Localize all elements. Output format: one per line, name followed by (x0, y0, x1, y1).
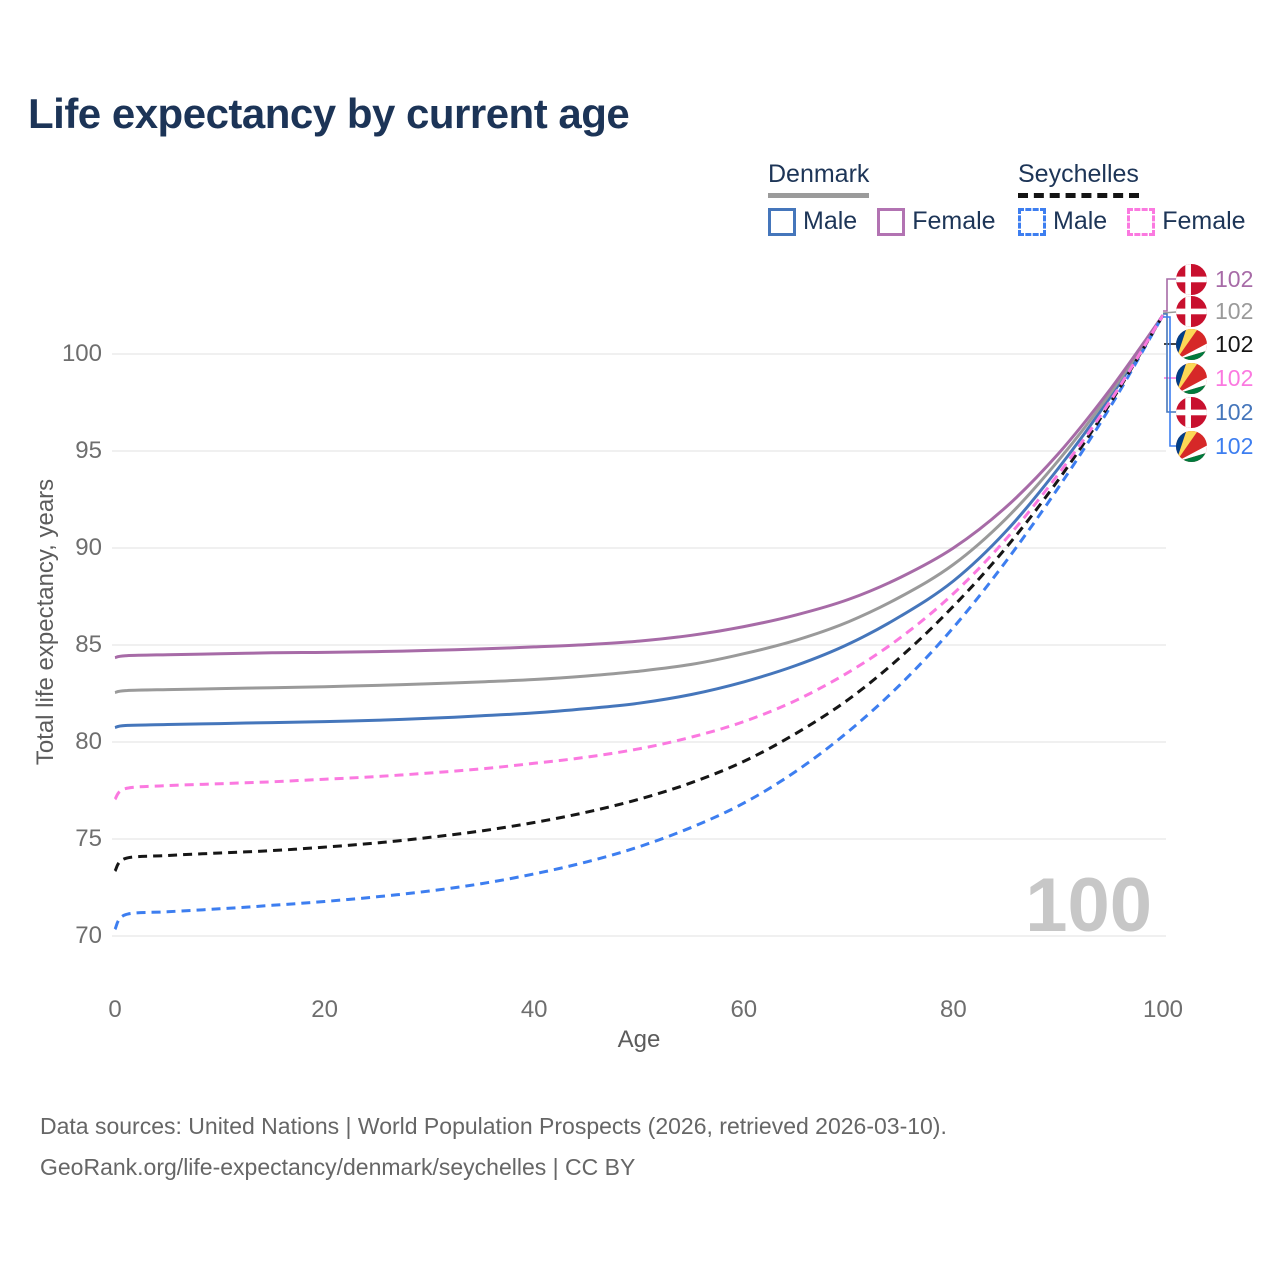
end-label-row-denmark-male: 102 (1176, 396, 1253, 428)
end-label-value-seychelles-total: 102 (1215, 330, 1254, 357)
page-title: Life expectancy by current age (28, 90, 630, 137)
line-denmark-male[interactable] (114, 314, 1165, 729)
y-tick-label-80: 80 (75, 728, 102, 755)
end-label-value-seychelles-female: 102 (1215, 364, 1254, 391)
x-tick-label-20: 20 (311, 996, 338, 1023)
line-seychelles-male[interactable] (113, 314, 1165, 931)
line-seychelles-female[interactable] (113, 314, 1165, 801)
line-seychelles-total[interactable] (113, 314, 1165, 872)
legend-label-seychelles-male: Male (1053, 207, 1108, 235)
x-tick-label-100: 100 (1142, 996, 1184, 1023)
x-tick-label-40: 40 (520, 996, 548, 1023)
y-tick-label-95: 95 (75, 437, 102, 464)
chart-canvas (112, 278, 1177, 937)
seychelles-male-swatch-icon (1018, 207, 1046, 236)
denmark-flag-icon (1176, 295, 1207, 327)
y-tick-label-75: 75 (75, 825, 102, 852)
denmark-flag-icon (1176, 396, 1207, 428)
footer-attribution-link: GeoRank.org/life-expectancy/denmark/seyc… (40, 1153, 636, 1180)
denmark-female-swatch-icon (877, 207, 906, 236)
end-label-row-seychelles-female: 102 (1176, 362, 1253, 394)
x-tick-label-80: 80 (940, 996, 967, 1023)
legend-group-seychelles: Seychelles Male Female (1018, 160, 1246, 236)
end-label-connector-denmark-total (1162, 311, 1177, 314)
y-tick-label-85: 85 (75, 631, 102, 658)
x-tick-label-0: 0 (108, 996, 122, 1023)
end-label-row-seychelles-total: 102 (1176, 328, 1253, 360)
legend-item-denmark-female[interactable]: Female (877, 207, 996, 236)
denmark-flag-icon (1176, 263, 1207, 295)
line-denmark-female[interactable] (114, 314, 1165, 660)
end-label-value-denmark-total: 102 (1215, 297, 1254, 324)
legend-group-title-denmark: Denmark (768, 160, 870, 198)
footer: Data sources: United Nations | World Pop… (40, 1106, 947, 1188)
legend-group-denmark: Denmark Male Female (768, 160, 996, 236)
end-label-value-denmark-male: 102 (1215, 398, 1254, 425)
legend-group-title-seychelles: Seychelles (1018, 160, 1139, 198)
seychelles-flag-icon (1176, 430, 1207, 462)
end-label-connector-seychelles-male (1163, 316, 1176, 447)
y-tick-label-100: 100 (61, 340, 102, 367)
end-label-row-denmark-total: 102 (1176, 295, 1253, 327)
x-axis-title: Age (617, 1026, 661, 1053)
end-label-row-seychelles-male: 102 (1176, 430, 1253, 462)
legend-item-denmark-male[interactable]: Male (768, 207, 857, 236)
end-label-connector-denmark-female (1163, 278, 1176, 312)
watermark-age-100: 100 (1025, 863, 1152, 948)
y-tick-label-90: 90 (75, 534, 102, 561)
legend-label-seychelles-female: Female (1162, 207, 1246, 235)
seychelles-flag-icon (1176, 328, 1207, 360)
x-tick-label-60: 60 (730, 996, 758, 1023)
y-axis-title: Total life expectancy, years (32, 478, 59, 766)
legend-item-seychelles-female[interactable]: Female (1127, 207, 1246, 236)
end-label-value-denmark-female: 102 (1215, 265, 1254, 292)
legend-label-denmark-female: Female (912, 207, 996, 235)
y-tick-label-70: 70 (75, 922, 102, 949)
legend-item-seychelles-male[interactable]: Male (1018, 207, 1107, 236)
end-label-row-denmark-female: 102 (1176, 263, 1253, 295)
seychelles-female-swatch-icon (1127, 207, 1156, 236)
seychelles-flag-icon (1176, 362, 1207, 394)
legend-label-denmark-male: Male (803, 207, 858, 235)
line-denmark-total[interactable] (114, 314, 1165, 694)
footer-data-sources: Data sources: United Nations | World Pop… (40, 1113, 947, 1139)
denmark-male-swatch-icon (768, 207, 796, 236)
end-label-value-seychelles-male: 102 (1215, 432, 1254, 459)
end-label-connector-denmark-male (1163, 313, 1176, 413)
